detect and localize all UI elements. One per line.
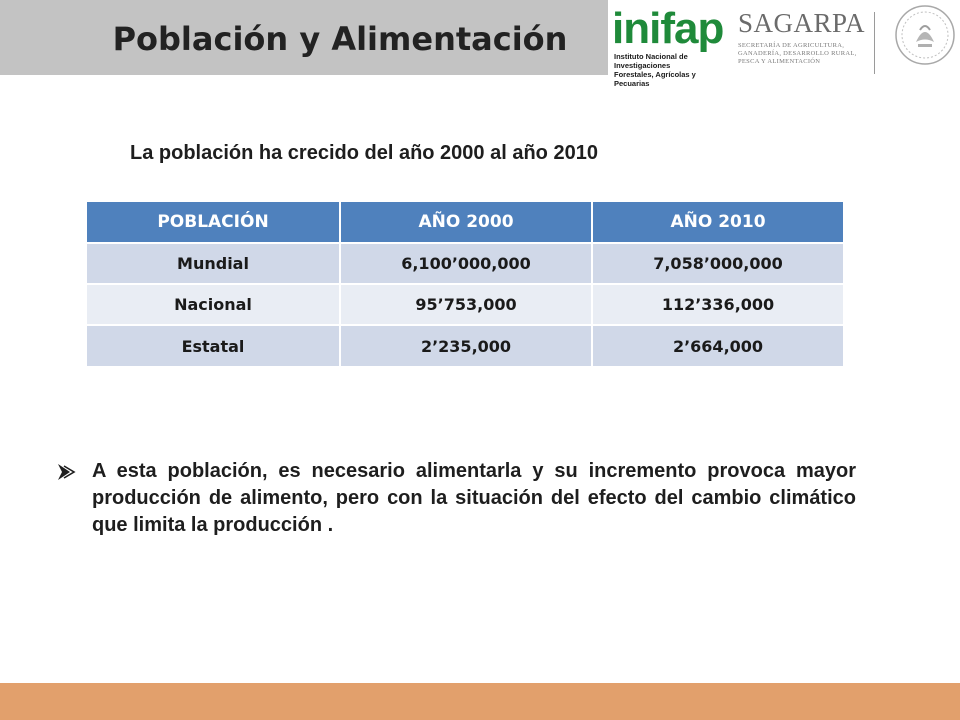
cell-2000: 6,100’000,000	[340, 242, 593, 284]
footer-bar	[0, 683, 960, 720]
cell-2000: 2’235,000	[340, 324, 593, 366]
header-ano-2000: AÑO 2000	[340, 202, 593, 243]
population-table: POBLACIÓN AÑO 2000 AÑO 2010 Mundial 6,10…	[87, 202, 843, 366]
sagarpa-logo-line-1: SECRETARÍA DE AGRICULTURA,	[738, 42, 845, 49]
table-row: Nacional 95’753,000 112’336,000	[87, 283, 843, 325]
header-ano-2010: AÑO 2010	[592, 202, 843, 243]
header-poblacion: POBLACIÓN	[87, 202, 341, 243]
title-bar: Población y Alimentación	[0, 0, 608, 75]
inifap-logo-line-1: Instituto Nacional de Investigaciones	[614, 52, 688, 70]
table-row: Mundial 6,100’000,000 7,058’000,000	[87, 242, 843, 284]
inifap-logo-line-2: Forestales, Agrícolas y Pecuarias	[614, 70, 696, 88]
sagarpa-logo: SAGARPA SECRETARÍA DE AGRICULTURA, GANAD…	[738, 8, 866, 88]
logo-divider	[874, 12, 875, 74]
mexico-seal-icon	[895, 5, 955, 65]
bullet-paragraph: A esta población, es necesario alimentar…	[56, 458, 856, 539]
inifap-logo: inifap Instituto Nacional de Investigaci…	[612, 4, 732, 89]
inifap-logo-word: inifap	[612, 4, 724, 53]
sagarpa-logo-word: SAGARPA	[738, 8, 866, 38]
slide-title: Población y Alimentación	[112, 20, 568, 58]
cell-2010: 112’336,000	[592, 283, 843, 325]
cell-2000: 95’753,000	[340, 283, 593, 325]
cell-region: Nacional	[87, 283, 341, 325]
arrow-bullet-icon	[58, 464, 76, 480]
sagarpa-logo-line-3: PESCA Y ALIMENTACIÓN	[738, 58, 821, 65]
logo-area: inifap Instituto Nacional de Investigaci…	[612, 0, 960, 100]
cell-region: Estatal	[87, 324, 341, 366]
sagarpa-logo-subtitle: SECRETARÍA DE AGRICULTURA, GANADERÍA, DE…	[738, 42, 862, 66]
cell-region: Mundial	[87, 242, 341, 284]
bullet-text: A esta población, es necesario alimentar…	[92, 460, 856, 536]
sagarpa-logo-line-2: GANADERÍA, DESARROLLO RURAL,	[738, 50, 857, 57]
cell-2010: 7,058’000,000	[592, 242, 843, 284]
slide-subtitle: La población ha crecido del año 2000 al …	[130, 142, 598, 164]
table-header-row: POBLACIÓN AÑO 2000 AÑO 2010	[87, 202, 843, 243]
inifap-logo-subtitle: Instituto Nacional de Investigaciones Fo…	[614, 52, 732, 88]
cell-2010: 2’664,000	[592, 324, 843, 366]
table-row: Estatal 2’235,000 2’664,000	[87, 324, 843, 366]
